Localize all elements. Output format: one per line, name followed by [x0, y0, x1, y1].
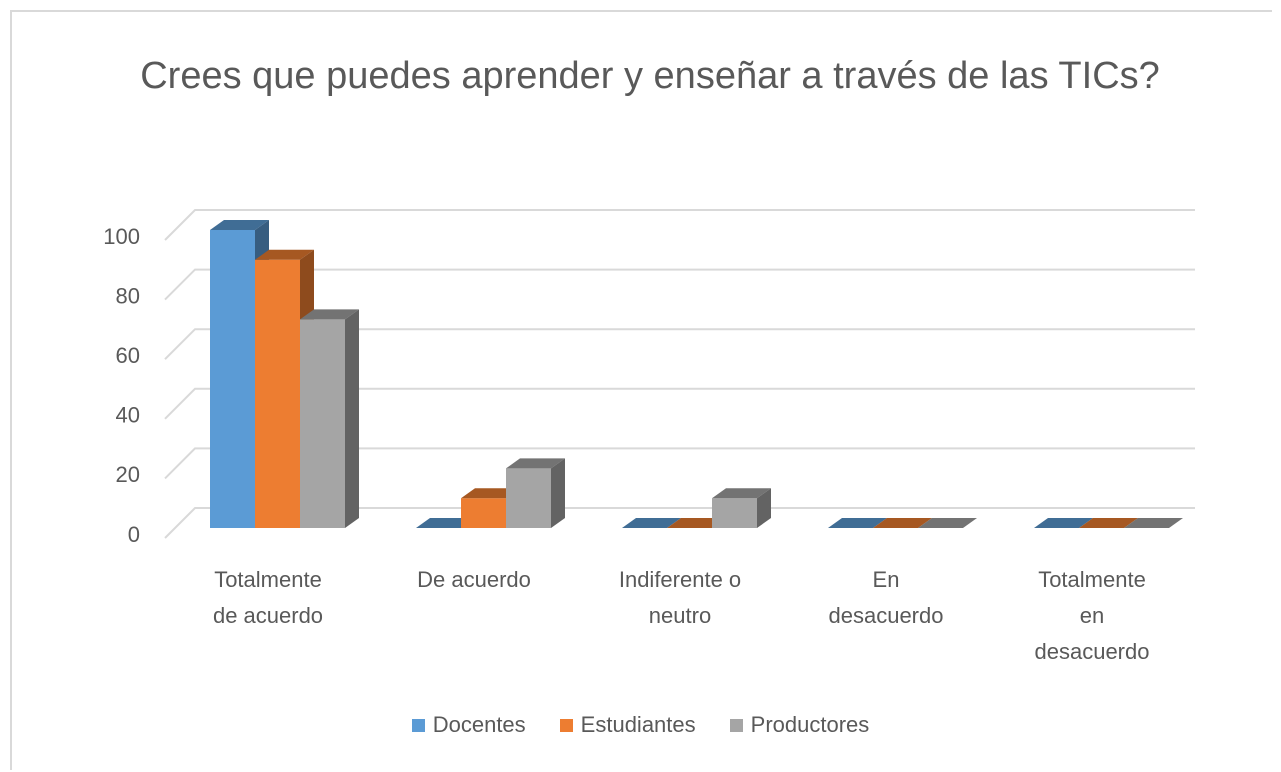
y-tick-label: 0 [128, 522, 140, 547]
y-tick-label: 60 [116, 343, 140, 368]
bar-top [667, 518, 726, 528]
bar-front [210, 230, 255, 528]
bar [622, 518, 681, 528]
bar [300, 309, 359, 528]
bar-top [255, 249, 314, 260]
bar [828, 518, 887, 528]
bar-top [712, 488, 771, 499]
bar-top [1124, 518, 1183, 528]
x-tick-label: Totalmente en desacuerdo [1034, 567, 1150, 664]
legend-item: Productores [729, 712, 870, 738]
bar-side [345, 309, 359, 528]
chart-title: Crees que puedes aprender y enseñar a tr… [140, 55, 1160, 97]
bar-top [416, 518, 475, 528]
bar [1079, 518, 1138, 528]
bar-front [506, 468, 551, 528]
bar-top [918, 518, 977, 528]
bar-top [461, 488, 520, 499]
legend-label: Estudiantes [580, 712, 696, 737]
bar-top [828, 518, 887, 528]
grid-line [164, 328, 1195, 360]
x-tick-label: En desacuerdo [828, 567, 944, 628]
bar [416, 518, 475, 528]
legend-swatch [559, 718, 573, 732]
bar [1124, 518, 1183, 528]
y-tick-label: 100 [103, 224, 140, 249]
bar-front [255, 259, 300, 528]
grid-line [164, 209, 1195, 241]
bar-side [551, 458, 565, 528]
grid-line [164, 268, 1195, 301]
legend: Docentes Estudiantes Productores [0, 712, 1281, 738]
bar-top [1034, 518, 1093, 528]
y-tick-label: 40 [116, 403, 140, 428]
x-tick-label: De acuerdo [417, 567, 531, 592]
bar-top [506, 458, 565, 469]
bar-front [712, 498, 757, 528]
grid-line [164, 507, 1195, 539]
legend-item: Docentes [411, 712, 526, 738]
bar-front [300, 319, 345, 528]
x-tick-label: Totalmente de acuerdo [212, 567, 324, 628]
bar-top [300, 309, 359, 320]
legend-label: Docentes [432, 712, 526, 737]
grid-line [164, 447, 1195, 480]
bar-side [757, 488, 771, 528]
bar-front [461, 498, 506, 528]
chart-border [10, 10, 1272, 770]
bar-top [210, 220, 269, 230]
bar-top [873, 518, 932, 528]
bar-top [622, 518, 681, 528]
bar [712, 488, 771, 528]
grid-line [164, 387, 1195, 420]
bar-top [1079, 518, 1138, 528]
legend-swatch [411, 718, 425, 732]
bar [506, 458, 565, 528]
legend-label: Productores [750, 712, 870, 737]
bar [667, 518, 726, 528]
y-tick-label: 80 [116, 283, 140, 308]
legend-swatch [729, 718, 743, 732]
bar [1034, 518, 1093, 528]
x-tick-label: Indiferente o neutro [618, 567, 742, 628]
y-tick-label: 20 [116, 462, 140, 487]
legend-item: Estudiantes [559, 712, 696, 738]
bar [873, 518, 932, 528]
bar [918, 518, 977, 528]
